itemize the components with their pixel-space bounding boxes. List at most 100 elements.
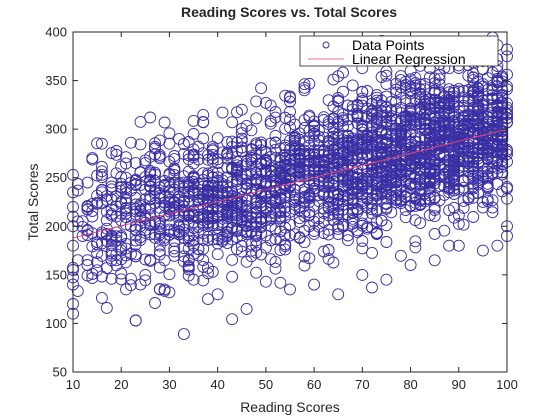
data-point bbox=[279, 205, 292, 218]
data-point bbox=[100, 222, 113, 235]
data-point bbox=[457, 137, 470, 149]
data-point bbox=[312, 212, 325, 225]
data-point bbox=[385, 109, 398, 122]
data-point bbox=[231, 164, 243, 177]
data-point bbox=[105, 254, 118, 267]
data-point bbox=[327, 188, 340, 201]
regression-line-layer bbox=[72, 128, 508, 239]
data-point bbox=[120, 218, 132, 231]
data-point bbox=[404, 259, 417, 272]
data-point bbox=[168, 168, 181, 181]
data-point bbox=[245, 212, 258, 224]
data-point bbox=[380, 170, 393, 182]
data-point bbox=[486, 166, 499, 179]
data-point bbox=[394, 136, 407, 148]
data-point bbox=[390, 181, 403, 194]
data-point bbox=[129, 205, 142, 218]
data-point bbox=[356, 235, 369, 247]
data-point bbox=[173, 132, 186, 145]
data-point bbox=[197, 274, 210, 287]
data-point bbox=[452, 154, 465, 167]
data-point bbox=[322, 176, 335, 189]
data-point bbox=[144, 111, 157, 124]
data-point bbox=[206, 140, 219, 153]
data-point bbox=[163, 286, 176, 299]
data-point bbox=[356, 242, 369, 255]
data-point bbox=[177, 255, 190, 268]
data-point bbox=[423, 182, 436, 195]
data-point bbox=[91, 197, 104, 210]
data-point bbox=[163, 137, 176, 150]
data-point bbox=[264, 220, 277, 233]
x-tick-label: 30 bbox=[162, 377, 176, 392]
data-point bbox=[139, 193, 152, 206]
data-point bbox=[153, 152, 166, 165]
data-point bbox=[385, 104, 398, 117]
legend: Data Points Linear Regression bbox=[299, 35, 499, 67]
data-point bbox=[182, 260, 195, 273]
data-point bbox=[105, 176, 118, 189]
data-point bbox=[120, 202, 132, 215]
data-point bbox=[95, 165, 108, 178]
data-point bbox=[86, 152, 99, 165]
data-point bbox=[443, 106, 456, 119]
data-point bbox=[120, 171, 132, 184]
data-point bbox=[231, 168, 243, 181]
data-point bbox=[414, 194, 427, 207]
data-point bbox=[269, 111, 282, 124]
data-point bbox=[308, 227, 321, 240]
data-point bbox=[366, 203, 378, 216]
data-point bbox=[120, 151, 132, 164]
data-point bbox=[443, 116, 456, 129]
data-point bbox=[264, 213, 277, 226]
data-point bbox=[491, 106, 504, 119]
data-point bbox=[423, 158, 436, 171]
data-point bbox=[134, 233, 147, 246]
data-point bbox=[202, 153, 214, 166]
data-point bbox=[231, 207, 243, 220]
data-point bbox=[221, 206, 234, 218]
data-point bbox=[452, 239, 465, 252]
data-point bbox=[226, 116, 239, 129]
data-point bbox=[380, 78, 393, 90]
x-axis-label: Reading Scores bbox=[240, 399, 340, 415]
data-point bbox=[206, 210, 219, 223]
data-point bbox=[332, 92, 345, 104]
data-point bbox=[284, 95, 296, 108]
data-point bbox=[452, 217, 465, 230]
data-point bbox=[168, 196, 181, 209]
data-point bbox=[288, 189, 301, 202]
data-point bbox=[341, 169, 354, 182]
data-point bbox=[399, 211, 412, 224]
data-point bbox=[245, 226, 258, 238]
data-point bbox=[168, 226, 181, 239]
data-point bbox=[409, 241, 422, 254]
data-point bbox=[240, 119, 253, 132]
data-point bbox=[153, 215, 166, 228]
data-point bbox=[149, 174, 161, 187]
data-point bbox=[153, 283, 166, 296]
data-point bbox=[356, 268, 369, 281]
data-point bbox=[370, 226, 383, 239]
data-point bbox=[240, 302, 253, 315]
data-point bbox=[472, 174, 485, 187]
data-point bbox=[105, 272, 118, 285]
data-point bbox=[472, 127, 485, 140]
legend-marker-data-points bbox=[322, 41, 330, 49]
data-point bbox=[467, 109, 480, 122]
data-point bbox=[76, 230, 89, 242]
data-point bbox=[71, 184, 84, 197]
data-point bbox=[192, 153, 205, 166]
data-point bbox=[269, 233, 282, 245]
data-point bbox=[153, 222, 166, 235]
data-point bbox=[476, 244, 489, 257]
data-point bbox=[337, 114, 349, 127]
data-point bbox=[433, 73, 446, 86]
data-point bbox=[235, 103, 248, 116]
data-point bbox=[187, 222, 200, 234]
data-point bbox=[105, 208, 118, 221]
data-point bbox=[452, 209, 465, 222]
data-point bbox=[177, 328, 190, 341]
data-point bbox=[235, 135, 248, 148]
data-point bbox=[71, 215, 84, 228]
